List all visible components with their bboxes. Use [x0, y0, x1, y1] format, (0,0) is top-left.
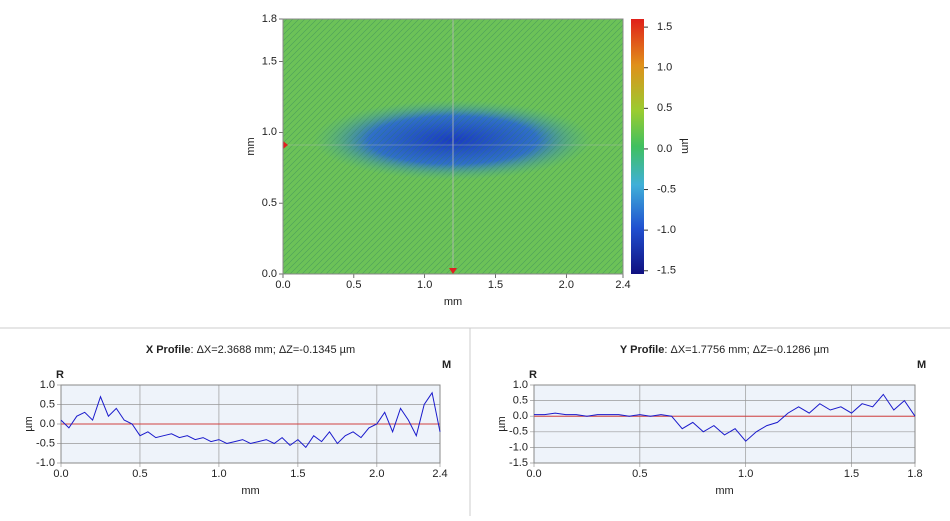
plot-frame	[533, 384, 916, 464]
x-tick-label: 0.5	[132, 468, 147, 480]
y-tick-label: 0.5	[40, 398, 55, 410]
profile-title: Y Profile: ΔX=1.7756 mm; ΔZ=-0.1286 µm	[620, 344, 829, 356]
profile-title-stats: : ΔX=1.7756 mm; ΔZ=-0.1286 µm	[664, 344, 829, 356]
x-tick-label: 1.5	[844, 468, 859, 480]
y-tick-label: 0.5	[262, 197, 277, 209]
y-tick-label: 0.0	[513, 410, 528, 422]
profile-title-name: Y Profile	[620, 344, 664, 356]
marker-label: M	[917, 359, 926, 371]
colorbar-tick-label: 1.0	[657, 62, 672, 74]
y-tick-label: -1.5	[509, 457, 528, 469]
colorbar-tick-label: 0.5	[657, 102, 672, 114]
colorbar-label: µm	[679, 138, 691, 154]
plot-frame	[282, 18, 624, 275]
x-tick-label: 1.5	[488, 279, 503, 291]
x-tick-label: 2.4	[615, 279, 630, 291]
x-tick-label: 2.0	[559, 279, 574, 291]
y-tick-label: -0.5	[36, 437, 55, 449]
cursor-marker[interactable]	[283, 141, 288, 149]
y-tick-label: 1.8	[262, 13, 277, 25]
x-axis-label: mm	[444, 296, 462, 308]
x-axis-label: mm	[715, 485, 733, 497]
cursor-marker[interactable]	[449, 268, 457, 274]
marker-label: M	[442, 359, 451, 371]
colorbar-tick-label: -0.5	[657, 183, 676, 195]
x-tick-label: 0.0	[53, 468, 68, 480]
y-tick-label: 0.0	[262, 268, 277, 280]
x-tick-label: 0.0	[275, 279, 290, 291]
profile-title-name: X Profile	[146, 344, 191, 356]
x-tick-label: 1.8	[907, 468, 922, 480]
plot-background	[534, 385, 915, 463]
y-tick-label: 1.0	[262, 126, 277, 138]
colorbar-tick-label: -1.0	[657, 224, 676, 236]
y-axis-label: mm	[245, 137, 257, 155]
x-tick-label: 1.0	[211, 468, 226, 480]
y-tick-label: 0.0	[40, 418, 55, 430]
y-tick-label: 1.0	[40, 379, 55, 391]
profile-title: X Profile: ΔX=2.3688 mm; ΔZ=-0.1345 µm	[146, 344, 355, 356]
profile-title-stats: : ΔX=2.3688 mm; ΔZ=-0.1345 µm	[190, 344, 355, 356]
x-tick-label: 0.5	[632, 468, 647, 480]
colorbar	[631, 19, 644, 274]
colorbar-tick-label: 0.0	[657, 143, 672, 155]
y-tick-label: 1.0	[513, 379, 528, 391]
y-tick-label: 0.5	[513, 395, 528, 407]
x-tick-label: 2.4	[432, 468, 447, 480]
x-tick-label: 2.0	[369, 468, 384, 480]
x-tick-label: 0.0	[526, 468, 541, 480]
x-tick-label: 1.0	[738, 468, 753, 480]
marker-label: R	[529, 369, 537, 381]
x-tick-label: 1.0	[417, 279, 432, 291]
x-axis-label: mm	[241, 485, 259, 497]
y-tick-label: 1.5	[262, 55, 277, 67]
colorbar-tick-label: 1.5	[657, 21, 672, 33]
x-tick-label: 1.5	[290, 468, 305, 480]
profile-line	[60, 391, 441, 449]
y-axis-label: µm	[23, 416, 35, 432]
colorbar-tick-label: -1.5	[657, 265, 676, 277]
x-tick-label: 0.5	[346, 279, 361, 291]
y-tick-label: -0.5	[509, 426, 528, 438]
y-tick-label: -1.0	[36, 457, 55, 469]
y-tick-label: -1.0	[509, 441, 528, 453]
profile-line	[534, 393, 916, 442]
marker-label: R	[56, 369, 64, 381]
y-axis-label: µm	[496, 416, 508, 432]
